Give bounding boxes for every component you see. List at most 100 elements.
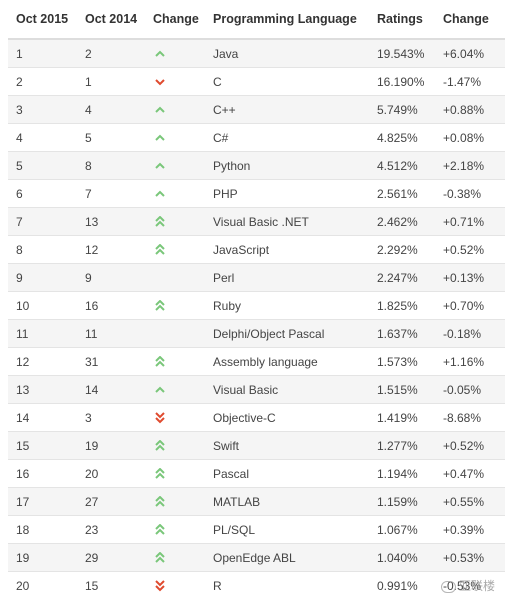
change-cell [145,236,205,264]
rating-change-cell: -0.18% [435,320,505,348]
rank-2014-cell: 29 [77,544,145,572]
rank-2014-cell: 7 [77,180,145,208]
rating-cell: 0.991% [369,572,435,599]
rating-change-cell: -1.47% [435,68,505,96]
rating-change-cell: +0.53% [435,544,505,572]
rank-2014-cell: 14 [77,376,145,404]
rank-2015-cell: 10 [8,292,77,320]
watermark: 亚联楼 [441,577,495,594]
rating-change-cell: -0.38% [435,180,505,208]
rank-2015-cell: 11 [8,320,77,348]
rating-change-cell: +0.70% [435,292,505,320]
change-cell [145,152,205,180]
change-cell [145,404,205,432]
change-cell [145,320,205,348]
language-cell: JavaScript [205,236,369,264]
rank-2014-cell: 31 [77,348,145,376]
language-cell: OpenEdge ABL [205,544,369,572]
header-ratings[interactable]: Ratings [369,0,435,39]
header-oct-2014[interactable]: Oct 2014 [77,0,145,39]
language-cell: C [205,68,369,96]
language-cell: Objective-C [205,404,369,432]
rank-2015-cell: 1 [8,39,77,68]
rating-cell: 1.637% [369,320,435,348]
rank-2014-cell: 16 [77,292,145,320]
chat-bubble-icon [441,581,456,593]
rank-2015-cell: 14 [8,404,77,432]
rank-2014-cell: 27 [77,488,145,516]
rank-2015-cell: 16 [8,460,77,488]
language-cell: R [205,572,369,599]
change-cell [145,516,205,544]
rank-2015-cell: 15 [8,432,77,460]
change-cell [145,264,205,292]
rating-change-cell: -0.05% [435,376,505,404]
rank-2015-cell: 3 [8,96,77,124]
change-cell [145,376,205,404]
rating-cell: 4.512% [369,152,435,180]
rating-change-cell: +0.47% [435,460,505,488]
double-up-arrow-icon [154,244,166,256]
rank-2014-cell: 2 [77,39,145,68]
rank-2014-cell: 19 [77,432,145,460]
change-cell [145,124,205,152]
rank-2014-cell: 8 [77,152,145,180]
rank-2015-cell: 12 [8,348,77,376]
double-up-arrow-icon [154,524,166,536]
rating-cell: 16.190% [369,68,435,96]
language-cell: Delphi/Object Pascal [205,320,369,348]
change-cell [145,68,205,96]
rating-change-cell: +1.16% [435,348,505,376]
rank-2014-cell: 4 [77,96,145,124]
rank-2014-cell: 3 [77,404,145,432]
header-rating-change[interactable]: Change [435,0,505,39]
change-cell [145,572,205,599]
rank-2015-cell: 7 [8,208,77,236]
rank-2015-cell: 2 [8,68,77,96]
double-down-arrow-icon [154,412,166,424]
change-cell [145,348,205,376]
double-up-arrow-icon [154,552,166,564]
rank-2015-cell: 20 [8,572,77,599]
rank-2015-cell: 17 [8,488,77,516]
down-arrow-icon [154,76,166,88]
language-cell: PL/SQL [205,516,369,544]
language-cell: Assembly language [205,348,369,376]
rating-cell: 2.292% [369,236,435,264]
header-language[interactable]: Programming Language [205,0,369,39]
rank-2014-cell: 20 [77,460,145,488]
rating-change-cell: +0.71% [435,208,505,236]
rank-2014-cell: 1 [77,68,145,96]
language-cell: MATLAB [205,488,369,516]
rank-2015-cell: 6 [8,180,77,208]
up-arrow-icon [154,48,166,60]
rating-cell: 1.040% [369,544,435,572]
double-up-arrow-icon [154,356,166,368]
rank-2014-cell: 9 [77,264,145,292]
up-arrow-icon [154,104,166,116]
change-cell [145,544,205,572]
language-cell: C# [205,124,369,152]
rank-2015-cell: 4 [8,124,77,152]
rating-cell: 1.067% [369,516,435,544]
language-cell: C++ [205,96,369,124]
rating-cell: 1.419% [369,404,435,432]
rating-cell: 1.825% [369,292,435,320]
header-change[interactable]: Change [145,0,205,39]
rating-change-cell: +0.55% [435,488,505,516]
header-oct-2015[interactable]: Oct 2015 [8,0,77,39]
rating-change-cell: +0.52% [435,432,505,460]
up-arrow-icon [154,160,166,172]
double-up-arrow-icon [154,468,166,480]
